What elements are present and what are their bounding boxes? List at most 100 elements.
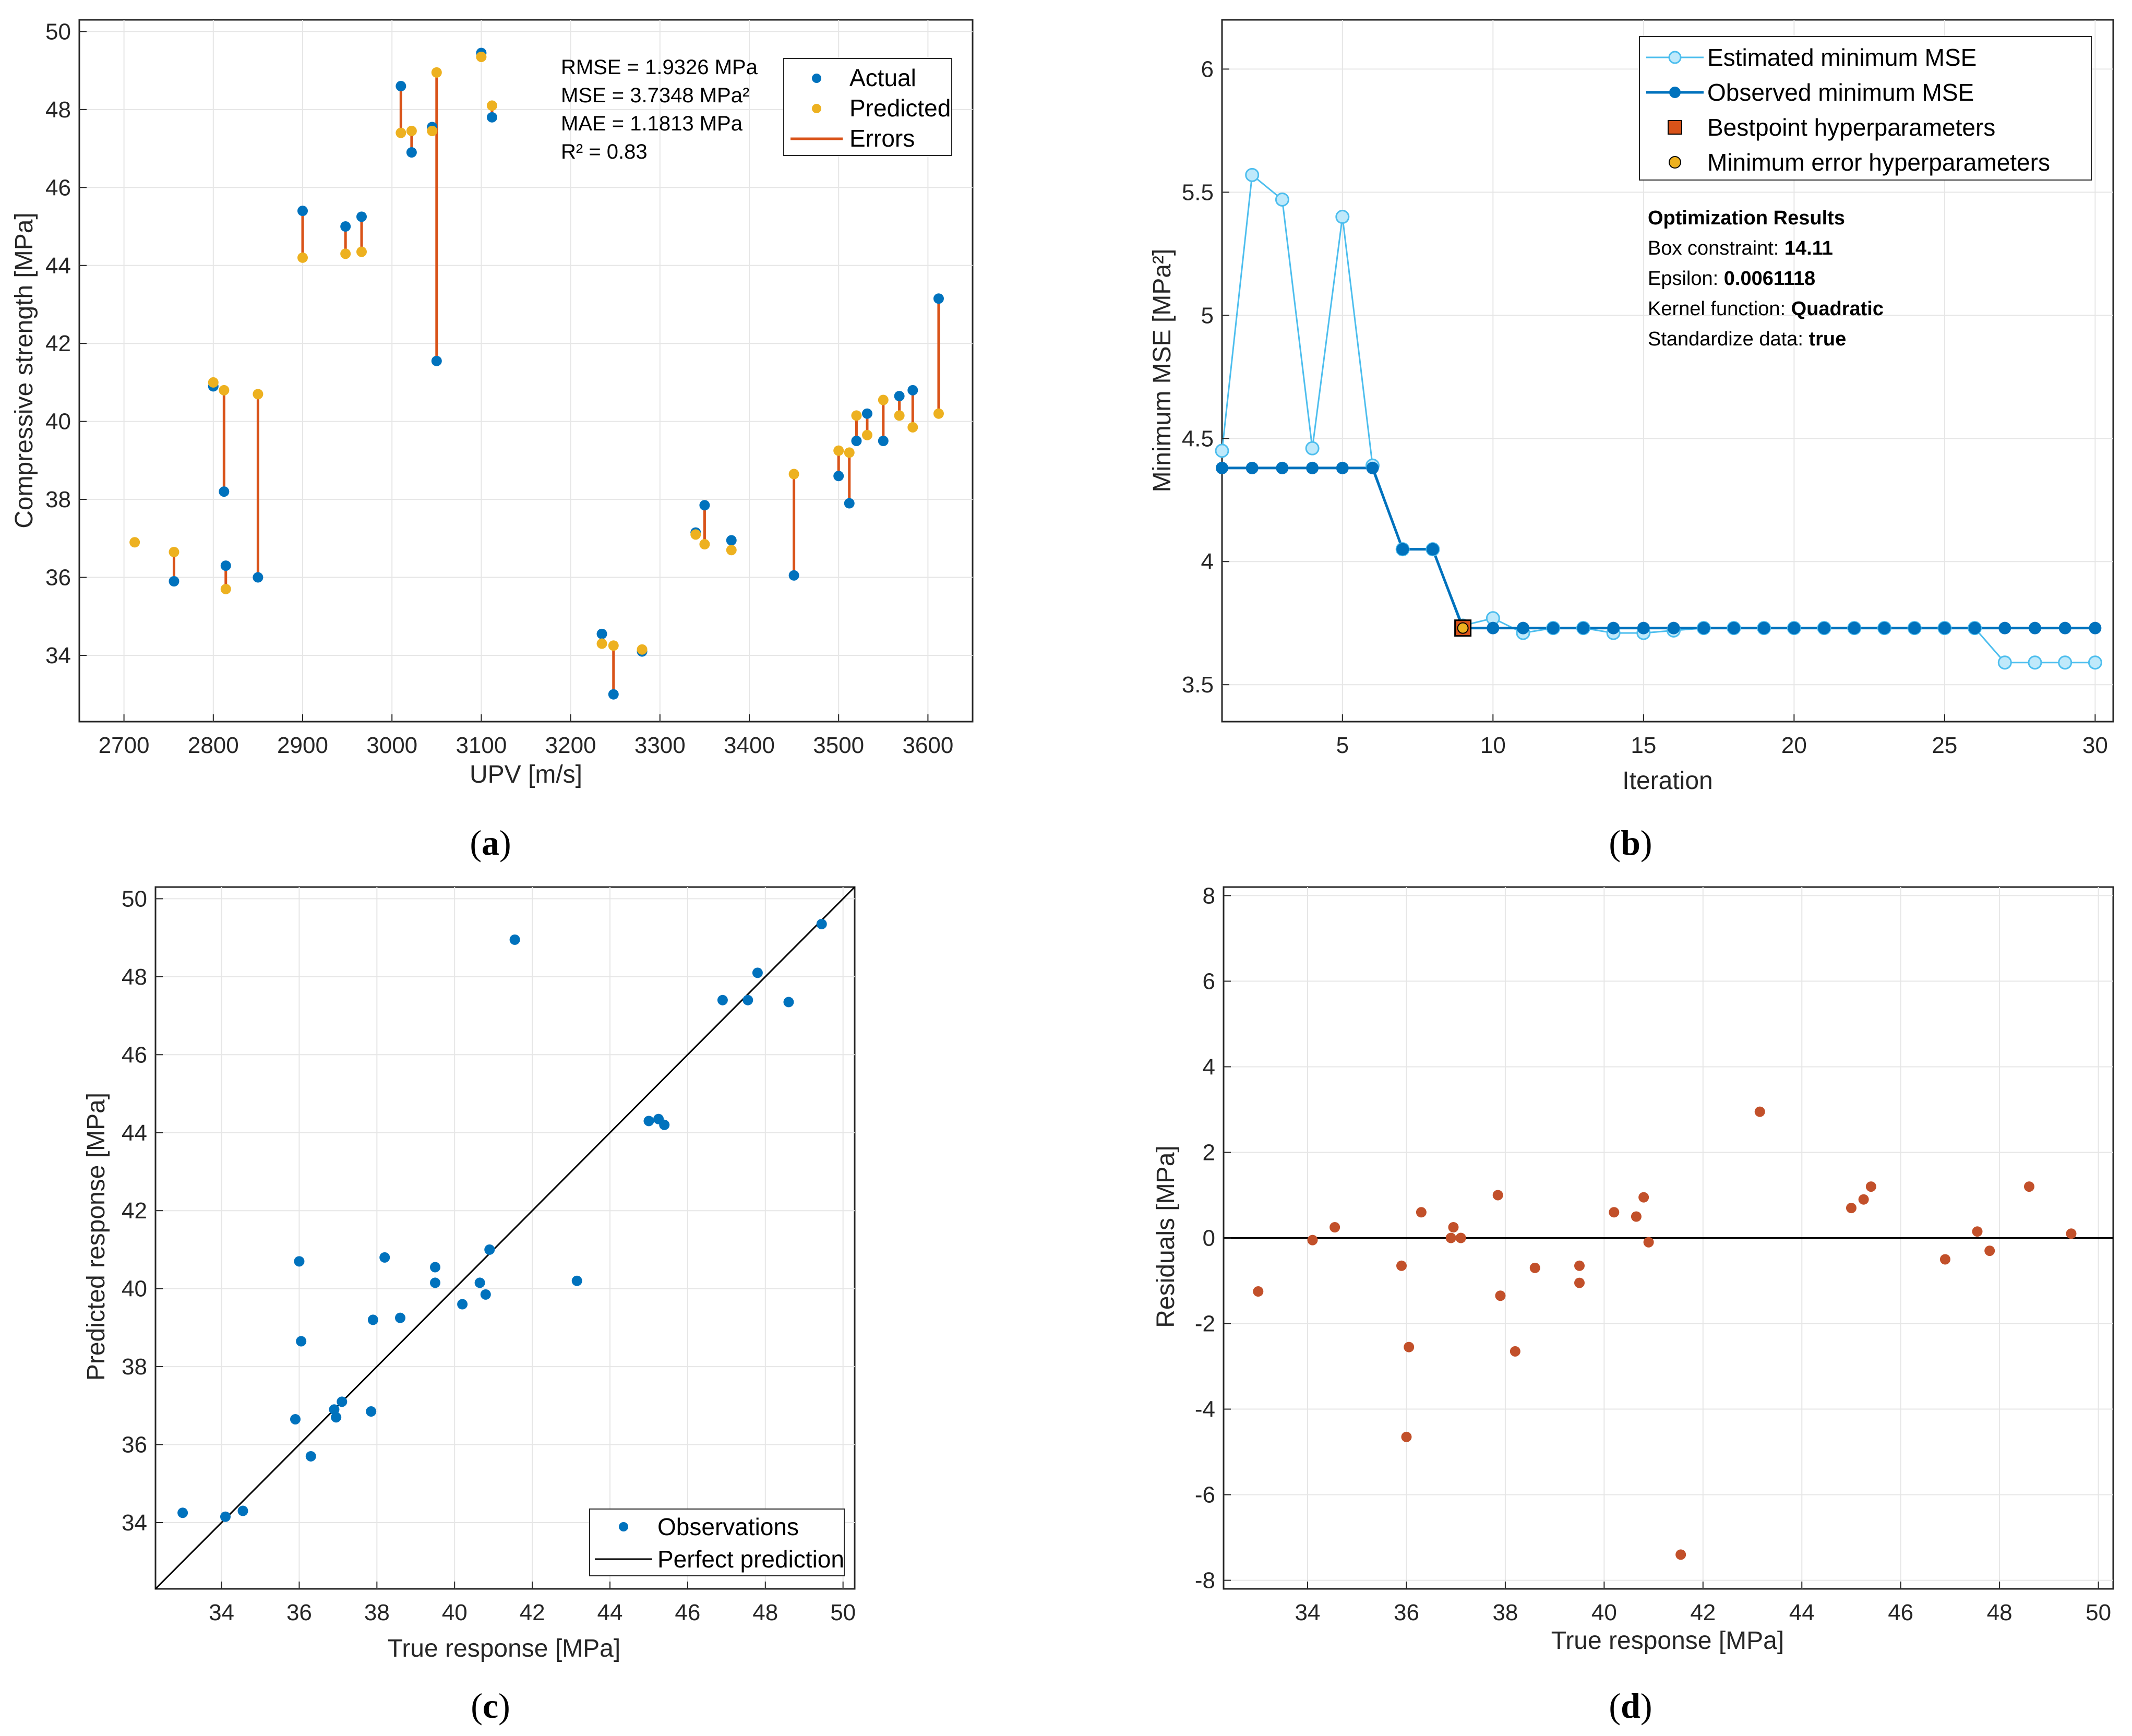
observation-point <box>379 1252 390 1263</box>
panel-a-ylabel: Compressive strength [MPa] <box>10 212 38 529</box>
actual-point <box>726 535 737 546</box>
panel-a-r2: R² = 0.83 <box>561 140 648 163</box>
actual-point <box>396 81 406 92</box>
observation-point <box>430 1277 440 1288</box>
y-tick-label: 38 <box>122 1354 147 1380</box>
observed-point <box>1878 621 1891 634</box>
observation-point <box>305 1451 316 1462</box>
x-tick-label: 42 <box>1690 1600 1716 1625</box>
predicted-point <box>833 445 844 456</box>
estimated-point <box>1215 444 1229 458</box>
predicted-point <box>726 545 737 556</box>
actual-point <box>169 576 179 586</box>
actual-point <box>340 221 351 232</box>
actual-point <box>608 689 619 700</box>
y-tick-label: 0 <box>1203 1226 1215 1251</box>
observed-point <box>1336 461 1349 474</box>
x-tick-label: 3200 <box>545 733 596 758</box>
estimated-point <box>1275 193 1289 207</box>
residual-point <box>1416 1207 1427 1218</box>
actual-point <box>699 500 710 511</box>
residual-point <box>1455 1232 1466 1243</box>
legend-observations-label: Observations <box>657 1513 799 1540</box>
panel-c-chart: 34 36 38 40 42 44 46 48 50 34 36 38 40 42 44 46 48 50 Tru… <box>82 886 856 1726</box>
observed-point <box>2058 621 2071 634</box>
x-tick-label: 25 <box>1932 733 1957 758</box>
predicted-point <box>169 546 179 557</box>
predicted-point <box>208 377 219 388</box>
observed-point <box>1426 543 1439 556</box>
y-tick-label: 42 <box>45 331 71 356</box>
observation-point <box>457 1299 468 1310</box>
x-tick-label: 3400 <box>724 733 775 758</box>
actual-point <box>486 112 497 123</box>
x-tick-label: 3100 <box>456 733 507 758</box>
observation-point <box>337 1396 348 1407</box>
residual-point <box>1984 1246 1995 1256</box>
residual-point <box>1529 1262 1540 1273</box>
x-tick-label: 38 <box>364 1600 390 1625</box>
legend-bestpoint-marker-icon <box>1668 120 1682 135</box>
x-tick-label: 50 <box>830 1600 856 1625</box>
observation-point <box>484 1244 495 1255</box>
opt-kernel: Kernel function: Quadratic <box>1648 298 1884 320</box>
caption-d: (d) <box>1609 1686 1652 1726</box>
observed-point <box>1908 621 1921 634</box>
opt-standardize: Standardize data: true <box>1648 328 1846 350</box>
y-tick-label: -4 <box>1195 1397 1215 1422</box>
observation-point <box>783 997 794 1008</box>
observed-point <box>1276 461 1289 474</box>
predicted-point <box>356 246 367 257</box>
residual-point <box>1574 1260 1585 1271</box>
x-tick-label: 50 <box>2086 1600 2111 1625</box>
y-tick-label: 48 <box>45 97 71 123</box>
x-tick-label: 3600 <box>902 733 953 758</box>
y-tick-label: 48 <box>122 964 147 990</box>
actual-point <box>844 498 855 509</box>
observation-point <box>742 995 753 1005</box>
observed-point <box>2028 621 2041 634</box>
y-tick-label: 36 <box>122 1432 147 1458</box>
predicted-point <box>486 100 497 111</box>
actual-point <box>406 147 417 158</box>
predicted-point <box>788 469 799 480</box>
estimated-point <box>1997 655 2012 670</box>
predicted-point <box>878 394 889 405</box>
opt-epsilon: Epsilon: 0.0061118 <box>1648 268 1815 290</box>
x-tick-label: 36 <box>286 1600 312 1625</box>
observation-point <box>659 1119 670 1130</box>
residual-point <box>1675 1549 1686 1560</box>
observed-point <box>1517 621 1530 634</box>
legend-errors-label: Errors <box>849 125 915 152</box>
x-tick-label: 40 <box>1591 1600 1617 1625</box>
y-tick-label: 5.5 <box>1182 179 1214 205</box>
observation-point <box>290 1414 301 1424</box>
observation-point <box>367 1314 378 1325</box>
actual-point <box>253 572 263 583</box>
observed-point <box>1788 621 1801 634</box>
observed-point <box>2089 621 2102 634</box>
actual-point <box>788 570 799 581</box>
x-tick-label: 30 <box>2082 733 2108 758</box>
x-tick-label: 46 <box>1888 1600 1913 1625</box>
caption-c: (c) <box>471 1686 510 1726</box>
x-tick-label: 48 <box>752 1600 778 1625</box>
panel-a-legend: Actual Predicted Errors <box>783 58 952 156</box>
observation-point <box>366 1406 377 1417</box>
y-tick-label: 4 <box>1203 1054 1215 1080</box>
x-tick-label: 2700 <box>99 733 150 758</box>
panel-d-ylabel: Residuals [MPa] <box>1152 1145 1180 1327</box>
y-tick-label: 6 <box>1201 56 1214 82</box>
panel-b-optimization-results: Optimization Results Box constraint: 14.… <box>1648 207 1884 350</box>
predicted-point <box>851 410 862 421</box>
predicted-point <box>406 125 417 136</box>
residual-point <box>1253 1286 1264 1297</box>
x-tick-label: 10 <box>1480 733 1506 758</box>
x-tick-label: 46 <box>675 1600 700 1625</box>
predicted-point <box>129 537 140 548</box>
observation-point <box>296 1336 307 1347</box>
observation-point <box>237 1505 248 1516</box>
y-tick-label: 50 <box>122 886 147 912</box>
legend-observed-marker-icon <box>1669 87 1681 98</box>
